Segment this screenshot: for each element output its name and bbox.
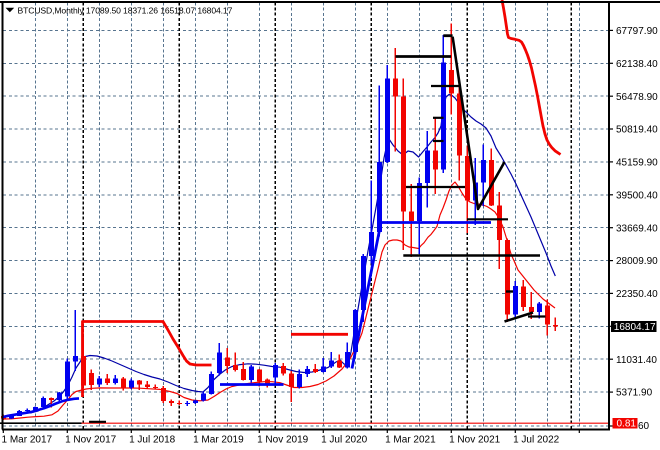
svg-text:1 Jul 2018: 1 Jul 2018 [129, 435, 176, 446]
svg-text:33669.40: 33669.40 [616, 223, 658, 234]
svg-text:1 Mar 2019: 1 Mar 2019 [193, 435, 244, 446]
svg-text:67797.90: 67797.90 [616, 26, 658, 37]
svg-text:5371.90: 5371.90 [616, 388, 653, 399]
svg-text:39500.40: 39500.40 [616, 190, 658, 201]
svg-text:1 Jul 2022: 1 Jul 2022 [513, 435, 560, 446]
svg-text:1 Nov 2019: 1 Nov 2019 [257, 435, 309, 446]
svg-text:45159.90: 45159.90 [616, 158, 658, 169]
svg-text:1 Jul 2020: 1 Jul 2020 [321, 435, 368, 446]
svg-text:1 Mar 2017: 1 Mar 2017 [2, 435, 53, 446]
svg-text:11031.40: 11031.40 [616, 355, 657, 366]
svg-text:62138.40: 62138.40 [616, 59, 658, 70]
svg-text:1 Nov 2021: 1 Nov 2021 [449, 435, 501, 446]
svg-text:1 Mar 2021: 1 Mar 2021 [385, 435, 436, 446]
svg-text:BTCUSD,Monthly 17089.50 18371.: BTCUSD,Monthly 17089.50 18371.26 16518.0… [18, 5, 233, 15]
svg-text:0.81: 0.81 [617, 419, 637, 430]
svg-text:60: 60 [638, 421, 650, 432]
svg-text:1 Nov 2017: 1 Nov 2017 [65, 435, 117, 446]
svg-text:50819.40: 50819.40 [616, 125, 658, 136]
svg-text:28009.90: 28009.90 [616, 256, 658, 267]
svg-text:56478.90: 56478.90 [616, 92, 658, 103]
svg-text:22350.40: 22350.40 [616, 289, 658, 300]
svg-text:16804.17: 16804.17 [614, 322, 656, 333]
